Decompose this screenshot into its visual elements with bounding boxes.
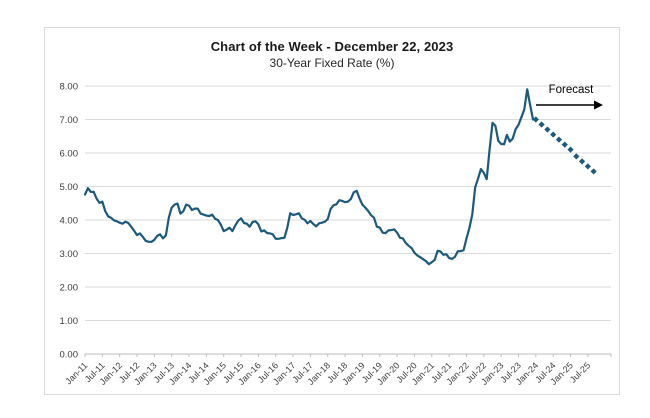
svg-text:2.00: 2.00	[60, 283, 79, 294]
svg-text:8.00: 8.00	[60, 82, 79, 93]
forecast-annotation-label: Forecast	[548, 84, 594, 96]
svg-text:0.00: 0.00	[60, 350, 79, 361]
x-axis: Jan-11Jul-11Jan-12Jul-12Jan-13Jul-13Jan-…	[63, 353, 612, 387]
chart-subtitle: 30-Year Fixed Rate (%)	[269, 56, 395, 70]
chart-box: Chart of the Week - December 22, 2023 30…	[44, 27, 620, 395]
svg-text:3.00: 3.00	[60, 249, 79, 260]
svg-text:Jul-25: Jul-25	[568, 360, 592, 384]
y-axis-labels: 0.00 1.00 2.00 3.00 4.00 5.00 6.00 7.00 8.00	[60, 82, 79, 361]
chart-title: Chart of the Week - December 22, 2023	[210, 39, 454, 54]
forecast-arrow-icon	[536, 100, 603, 110]
svg-text:1.00: 1.00	[60, 316, 79, 327]
gridlines	[85, 85, 611, 355]
svg-text:6.00: 6.00	[60, 149, 79, 160]
svg-text:4.00: 4.00	[60, 216, 79, 227]
svg-text:7.00: 7.00	[60, 115, 79, 126]
rate-line	[83, 88, 535, 266]
forecast-dots	[532, 116, 597, 175]
svg-text:5.00: 5.00	[60, 182, 79, 193]
plot-svg: 0.00 1.00 2.00 3.00 4.00 5.00 6.00 7.00 8.00 Jan-…	[60, 82, 612, 387]
